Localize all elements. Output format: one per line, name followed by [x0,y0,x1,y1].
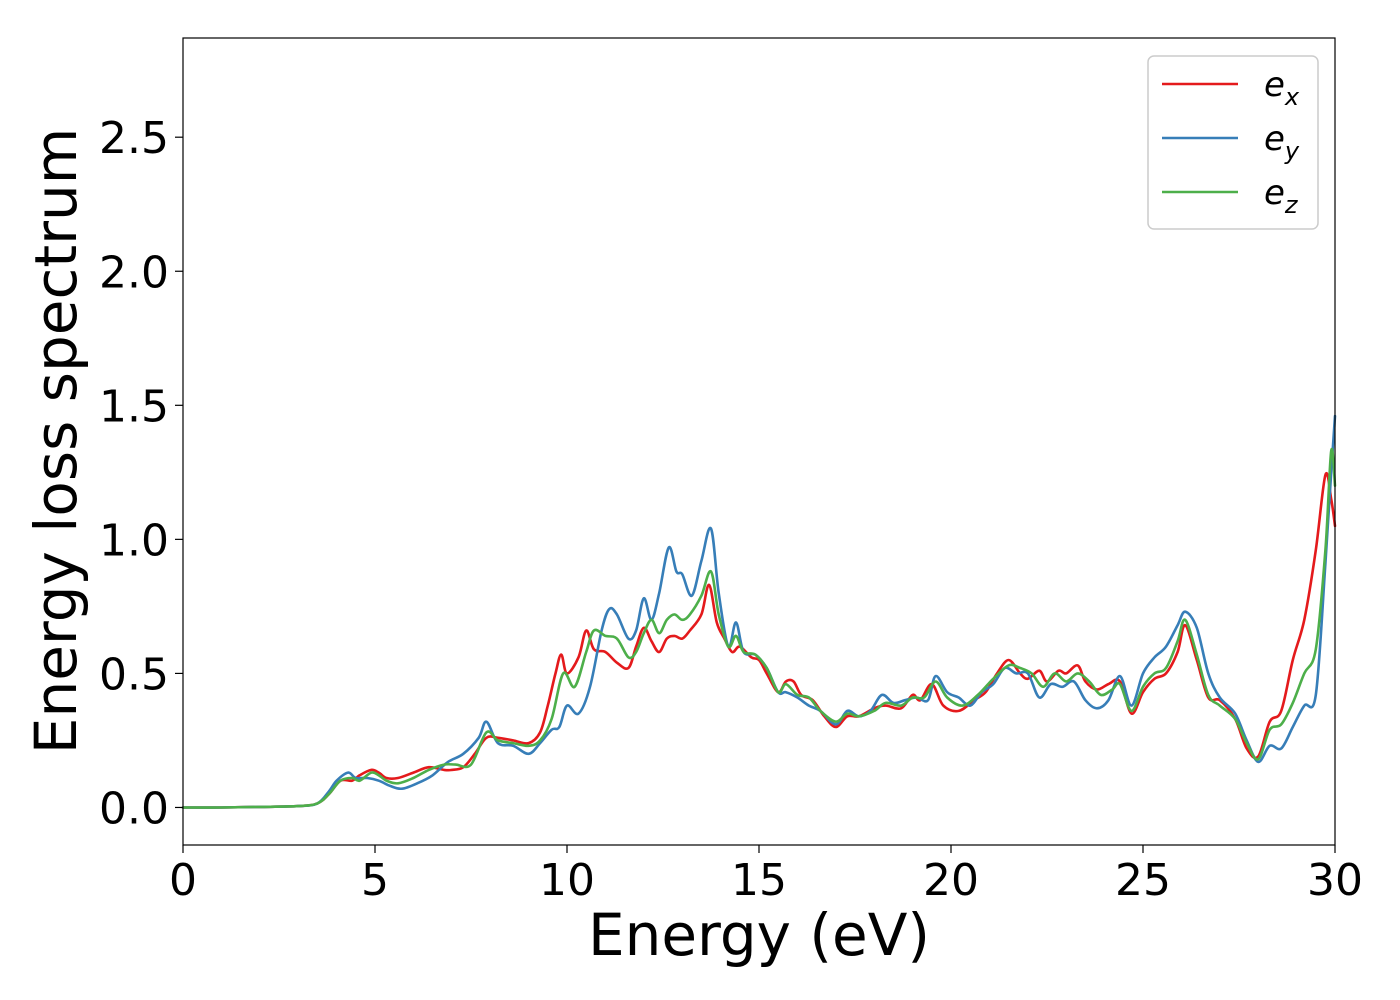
y-tick-label: 1.5 [99,381,169,432]
x-tick-label: 0 [169,855,197,906]
y-axis-title: Energy loss spectrum [22,128,90,754]
series-line-e-z [181,447,1337,809]
y-tick-label: 0.5 [99,649,169,700]
legend-box [1147,55,1319,230]
x-tick-label: 15 [731,855,787,906]
y-tick-label: 0.0 [99,783,169,834]
x-axis-title: Energy (eV) [588,901,930,969]
x-tick-label: 20 [923,855,979,906]
y-axis: 0.0 0.5 1.0 1.5 2.0 2.5 [99,113,183,834]
y-tick-label: 2.5 [99,113,169,164]
x-tick-label: 30 [1307,855,1363,906]
x-tick-label: 10 [539,855,595,906]
series-line-e-y [181,414,1337,809]
series-layer [181,414,1337,809]
plot-area-background [183,38,1335,845]
y-tick-label: 2.0 [99,247,169,298]
x-axis: 0 5 10 15 20 25 30 [169,845,1363,906]
y-tick-label: 1.0 [99,515,169,566]
x-tick-label: 5 [361,855,389,906]
x-tick-label: 25 [1115,855,1171,906]
